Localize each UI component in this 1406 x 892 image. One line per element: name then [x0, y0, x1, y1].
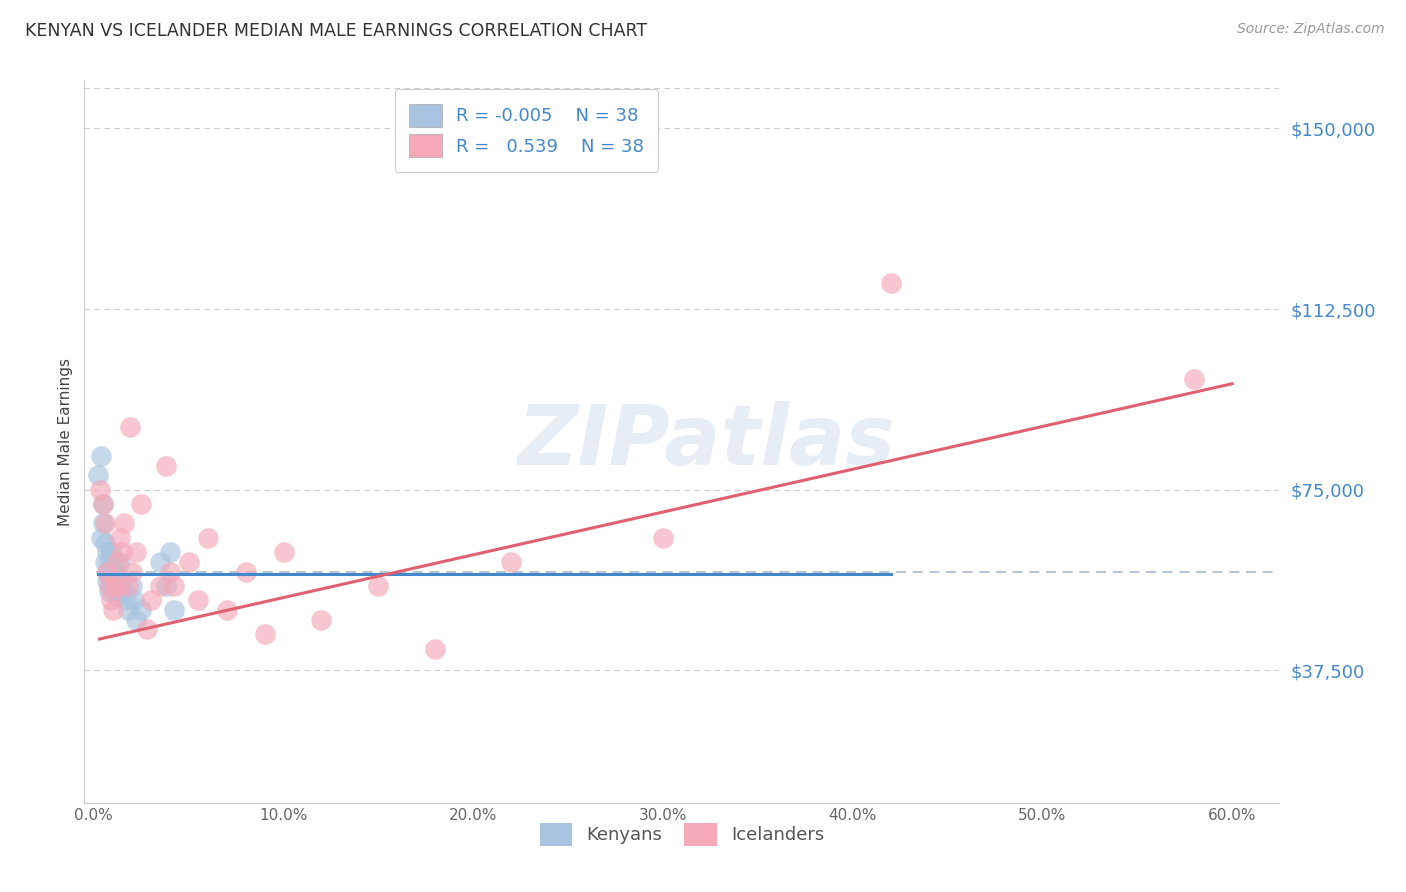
Point [91, 497, 114, 511]
Point [139, 593, 162, 607]
Point [159, 545, 181, 559]
Point [879, 276, 901, 290]
Point [104, 565, 127, 579]
Point [273, 545, 295, 559]
Point [425, 641, 447, 656]
Point [101, 569, 124, 583]
Point [89, 483, 111, 497]
Point [101, 583, 124, 598]
Point [122, 593, 145, 607]
Point [121, 565, 143, 579]
Point [367, 579, 389, 593]
Point [98, 583, 121, 598]
Point [155, 458, 177, 473]
Point [107, 583, 129, 598]
Point [117, 603, 139, 617]
Point [253, 627, 276, 641]
Point [86, 468, 108, 483]
Point [107, 579, 129, 593]
Text: Source: ZipAtlas.com: Source: ZipAtlas.com [1237, 22, 1385, 37]
Point [162, 579, 184, 593]
Text: ZIPatlas: ZIPatlas [517, 401, 894, 482]
Point [100, 579, 122, 593]
Point [98, 579, 121, 593]
Point [177, 555, 200, 569]
Point [96, 545, 118, 559]
Point [96, 565, 118, 579]
Point [652, 531, 675, 545]
Point [1182, 372, 1205, 386]
Point [117, 579, 139, 593]
Point [101, 555, 124, 569]
Y-axis label: Median Male Earnings: Median Male Earnings [58, 358, 73, 525]
Point [104, 579, 127, 593]
Text: KENYAN VS ICELANDER MEDIAN MALE EARNINGS CORRELATION CHART: KENYAN VS ICELANDER MEDIAN MALE EARNINGS… [25, 22, 647, 40]
Point [107, 569, 129, 583]
Point [136, 623, 159, 637]
Point [100, 565, 122, 579]
Point [105, 589, 128, 603]
Point [90, 531, 112, 545]
Point [91, 497, 114, 511]
Point [104, 579, 127, 593]
Point [124, 545, 146, 559]
Point [124, 613, 146, 627]
Point [96, 574, 118, 589]
Point [94, 516, 117, 531]
Point [129, 603, 152, 617]
Point [100, 593, 122, 607]
Point [149, 555, 172, 569]
Point [112, 516, 135, 531]
Legend: Kenyans, Icelanders: Kenyans, Icelanders [530, 814, 834, 855]
Point [110, 555, 132, 569]
Point [115, 593, 138, 607]
Point [149, 579, 172, 593]
Point [118, 420, 141, 434]
Point [98, 555, 121, 569]
Point [235, 565, 257, 579]
Point [94, 535, 117, 549]
Point [311, 613, 333, 627]
Point [96, 565, 118, 579]
Point [110, 531, 132, 545]
Point [105, 555, 128, 569]
Point [112, 583, 135, 598]
Point [101, 603, 124, 617]
Point [90, 449, 112, 463]
Point [197, 531, 219, 545]
Point [94, 555, 117, 569]
Point [159, 565, 181, 579]
Point [111, 545, 134, 559]
Point [501, 555, 523, 569]
Point [98, 569, 121, 583]
Point [155, 579, 177, 593]
Point [91, 516, 114, 531]
Point [129, 497, 152, 511]
Point [121, 579, 143, 593]
Point [100, 545, 122, 559]
Point [162, 603, 184, 617]
Point [215, 603, 238, 617]
Point [187, 593, 209, 607]
Point [105, 574, 128, 589]
Point [111, 574, 134, 589]
